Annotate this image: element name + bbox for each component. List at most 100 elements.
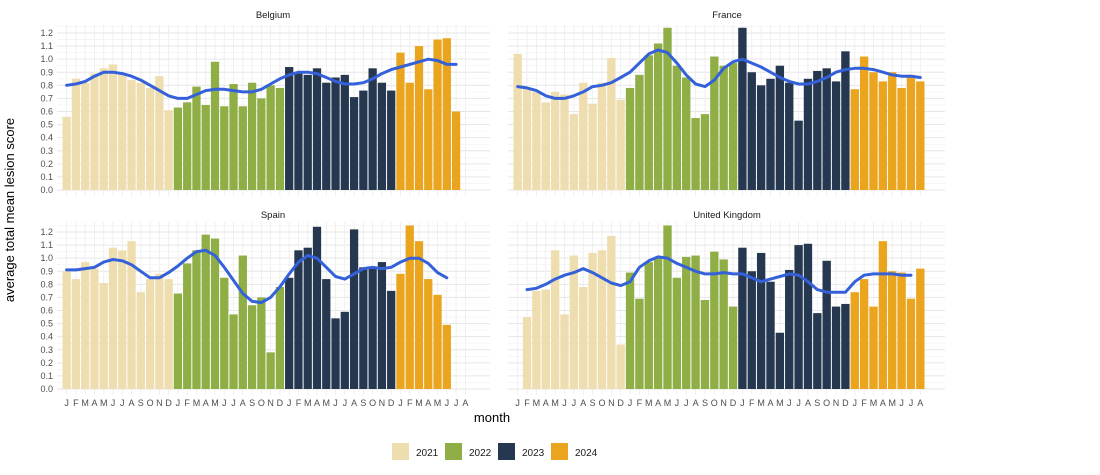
y-tick-label: 0.6: [40, 107, 53, 117]
bar: [62, 271, 71, 389]
bar: [625, 87, 635, 190]
bar: [285, 277, 294, 389]
bar: [906, 74, 916, 190]
bar: [888, 72, 897, 190]
bar: [869, 306, 878, 389]
bar: [229, 314, 238, 389]
bar: [312, 226, 322, 389]
bar: [522, 87, 532, 190]
bar: [220, 277, 229, 389]
bar: [201, 104, 210, 190]
trend-line: [516, 48, 922, 100]
x-tick-label: F: [184, 398, 190, 408]
bar: [81, 82, 90, 190]
trend-line: [65, 57, 458, 100]
x-tick-label: M: [323, 398, 331, 408]
legend-swatch: [392, 443, 409, 460]
bar: [597, 250, 607, 389]
bar: [145, 279, 155, 389]
bar: [247, 82, 257, 190]
trend-line: [525, 255, 913, 294]
bar: [859, 56, 869, 190]
bar: [672, 65, 682, 190]
legend-swatch: [445, 443, 462, 460]
bar: [775, 65, 785, 190]
bar: [229, 84, 238, 190]
x-tick-label: M: [870, 398, 878, 408]
bar: [433, 39, 442, 190]
bar: [81, 262, 90, 389]
y-tick-label: 0.0: [40, 384, 53, 394]
bar: [831, 81, 841, 190]
bar: [405, 82, 414, 190]
bar: [794, 120, 803, 190]
bar: [607, 235, 616, 389]
x-tick-label: D: [730, 398, 737, 408]
bar: [710, 251, 719, 389]
bar: [99, 68, 108, 190]
bar: [331, 318, 340, 389]
bar: [710, 56, 719, 190]
bar: [62, 116, 71, 190]
x-tick-label: A: [314, 398, 320, 408]
panel-title: Belgium: [256, 10, 290, 21]
x-tick-label: S: [249, 398, 255, 408]
y-tick-label: 1.1: [40, 41, 53, 51]
bar: [859, 279, 869, 389]
bar: [424, 279, 433, 389]
bar: [220, 106, 229, 190]
bar: [359, 90, 368, 190]
y-tick-label: 1.0: [40, 54, 53, 64]
bar: [672, 277, 682, 389]
bar: [822, 68, 831, 190]
x-tick-label: A: [917, 398, 923, 408]
x-tick-label: M: [533, 398, 541, 408]
bar: [359, 267, 368, 389]
bar: [522, 317, 532, 389]
bar: [294, 73, 303, 190]
y-tick-label: 0.6: [40, 306, 53, 316]
x-tick-label: A: [543, 398, 549, 408]
bar: [663, 27, 672, 191]
bar: [569, 255, 579, 389]
x-tick-label: M: [100, 398, 108, 408]
legend-label: 2022: [469, 448, 492, 459]
y-tick-label: 1.2: [40, 227, 53, 237]
bar: [766, 78, 775, 190]
bar: [738, 27, 747, 191]
bar: [691, 255, 700, 389]
legend-label: 2021: [416, 448, 439, 459]
bar: [850, 292, 859, 389]
bar: [99, 283, 108, 389]
x-tick-label: D: [388, 398, 395, 408]
bar: [387, 290, 396, 389]
bar: [285, 67, 294, 190]
bar: [192, 250, 201, 389]
bar: [247, 305, 257, 389]
x-tick-label: S: [590, 398, 596, 408]
bar: [303, 74, 312, 190]
bar: [560, 314, 569, 389]
bar: [164, 279, 173, 389]
y-axis-title: average total mean lesion score: [2, 118, 17, 302]
x-tick-label: O: [823, 398, 830, 408]
bar: [682, 77, 691, 190]
x-tick-label: J: [562, 398, 567, 408]
bar: [266, 85, 275, 190]
y-tick-label: 0.3: [40, 345, 53, 355]
y-tick-label: 0.1: [40, 172, 53, 182]
bar: [90, 73, 99, 190]
x-tick-label: N: [267, 398, 274, 408]
bar: [756, 85, 766, 190]
bar: [897, 87, 906, 190]
bar: [183, 102, 192, 190]
bar: [888, 271, 897, 389]
bar: [607, 57, 616, 190]
bar: [238, 106, 247, 190]
bar: [118, 74, 127, 190]
x-tick-label: F: [407, 398, 413, 408]
bar: [322, 82, 331, 190]
x-tick-label: J: [684, 398, 689, 408]
bar: [257, 297, 266, 389]
bar: [155, 273, 164, 389]
